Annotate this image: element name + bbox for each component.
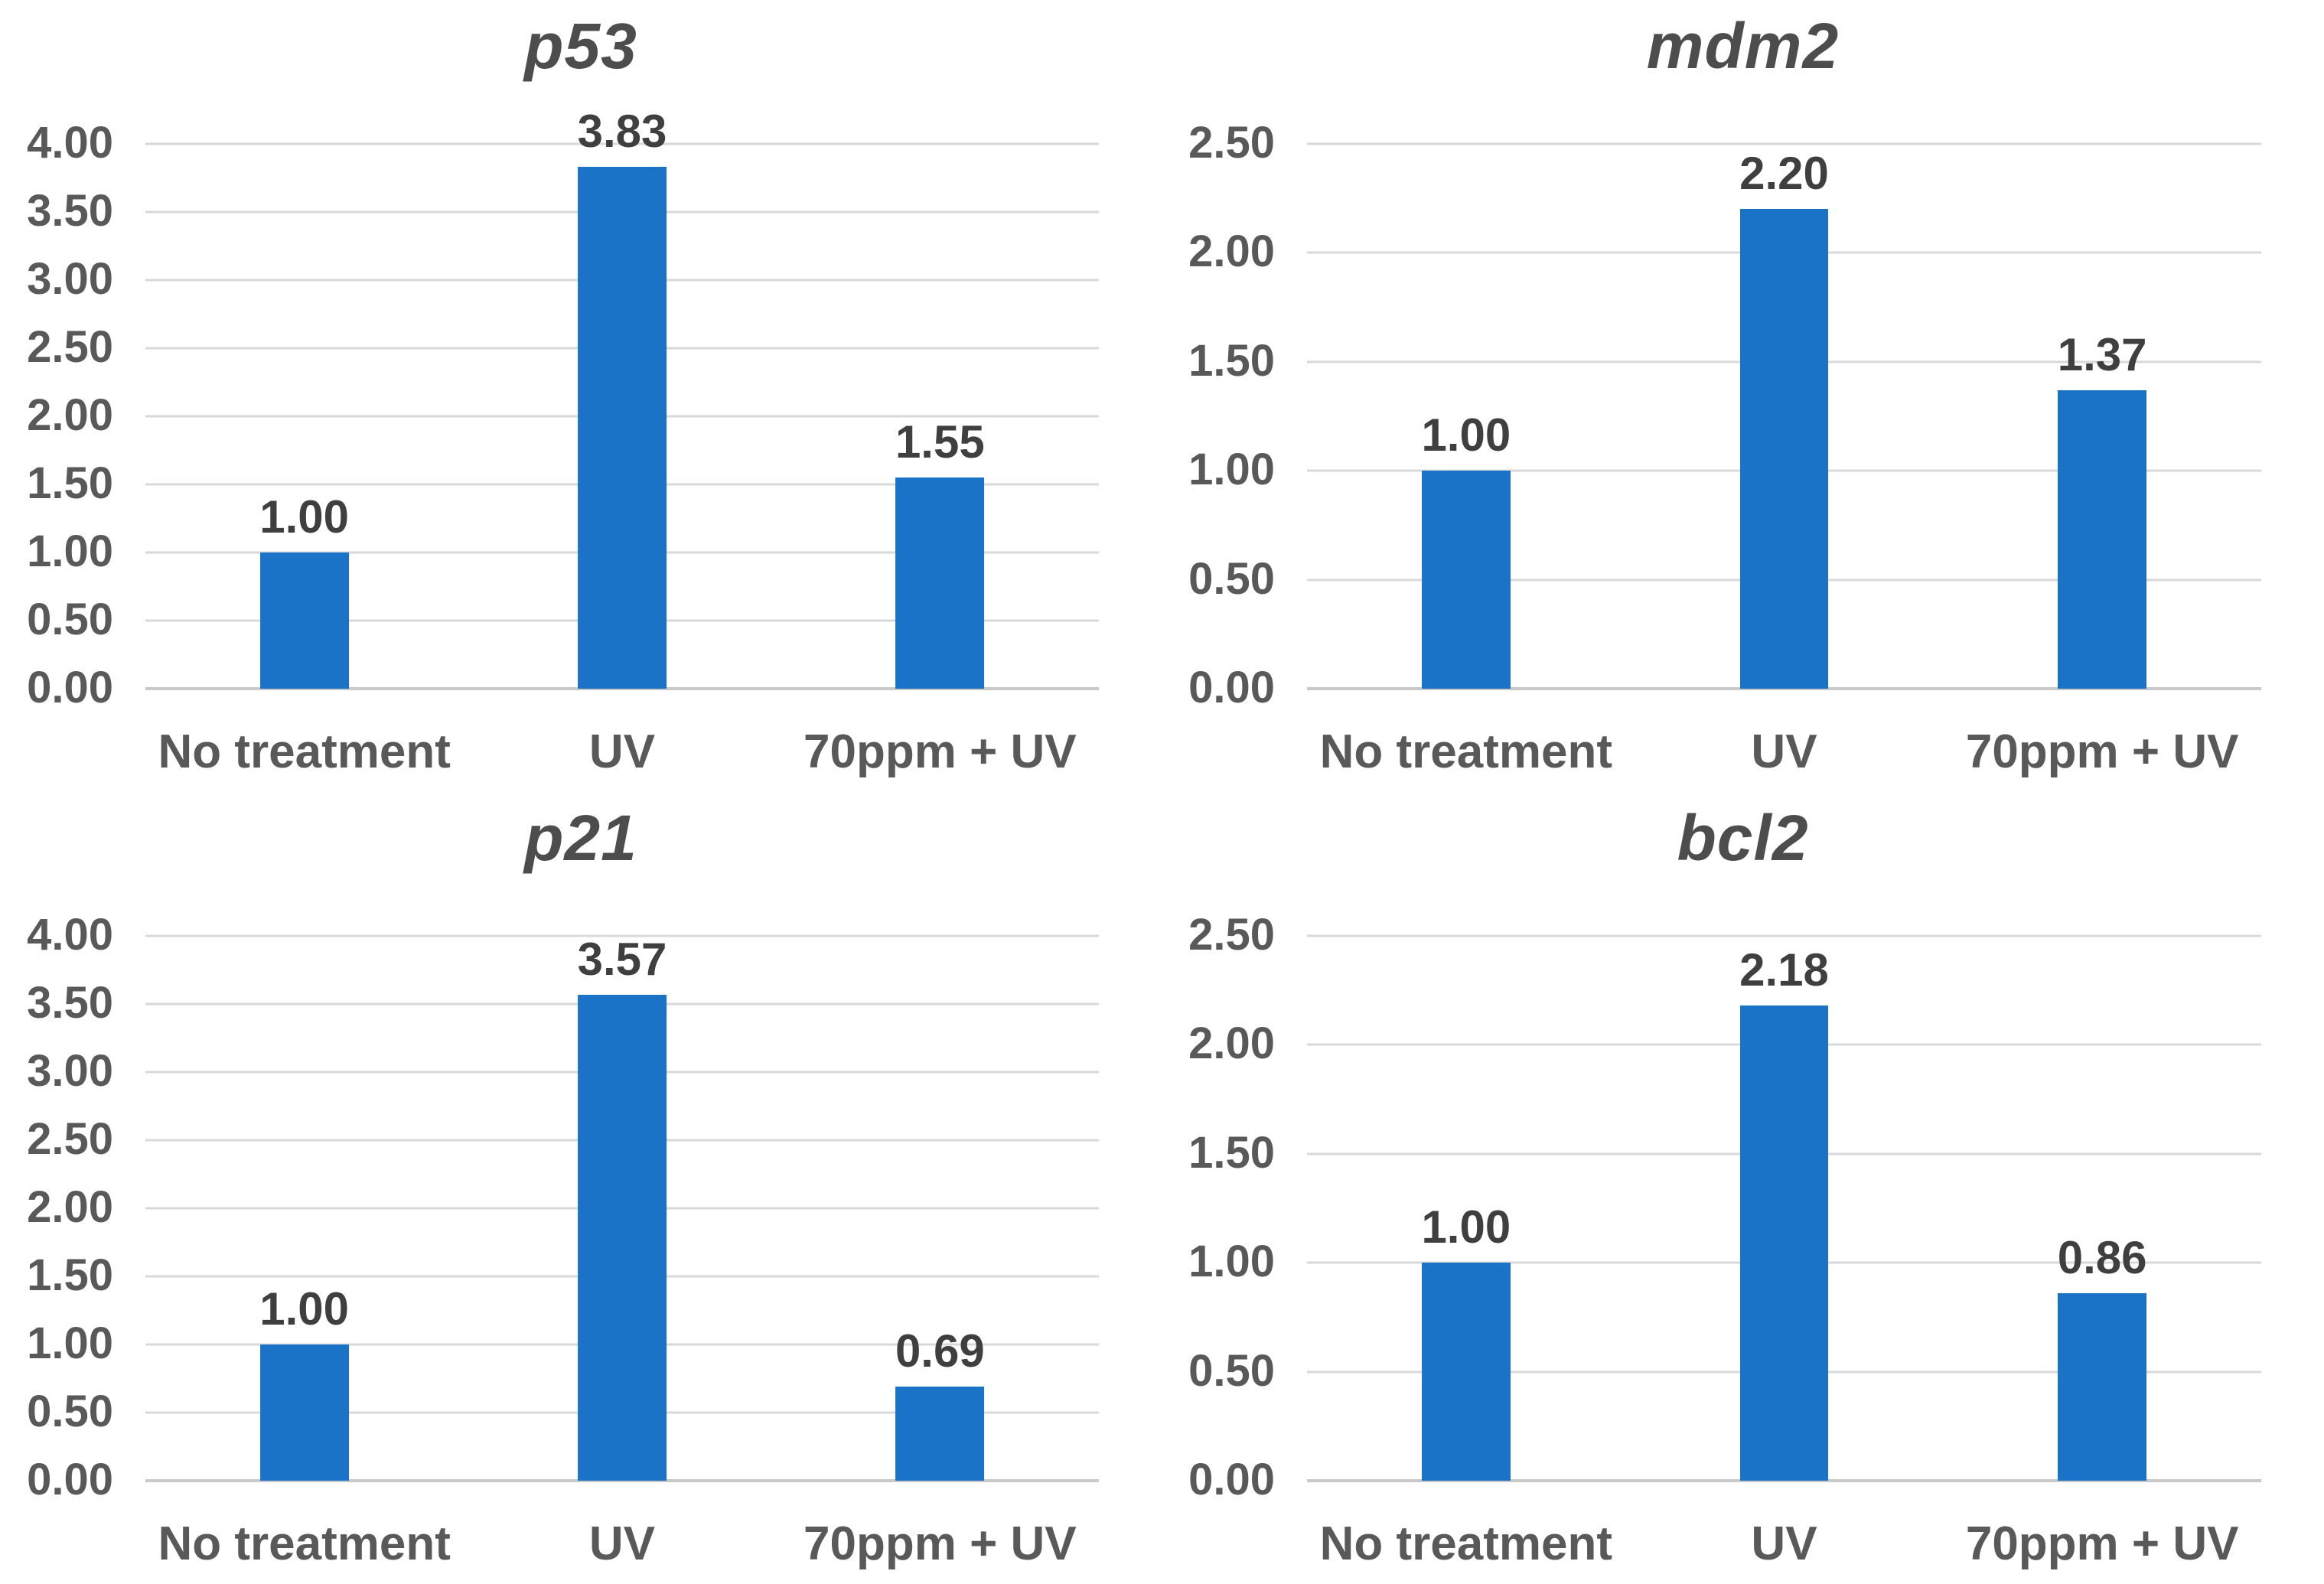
gridline	[145, 934, 1099, 937]
y-tick-label: 1.00	[27, 526, 113, 577]
bar	[1421, 1263, 1511, 1481]
plot-area: 1.00 2.18 0.86	[1307, 934, 2261, 1482]
y-tick-label: 2.00	[27, 390, 113, 441]
y-tick-label: 2.50	[1188, 118, 1275, 168]
bar-value-label: 1.00	[259, 491, 350, 543]
y-tick-label: 0.50	[27, 595, 113, 645]
bar	[895, 1387, 985, 1481]
x-axis: No treatment UV 70ppm + UV	[145, 728, 1099, 790]
bar-value-label: 1.00	[259, 1283, 350, 1335]
gridline	[1307, 934, 2261, 937]
x-axis: No treatment UV 70ppm + UV	[1307, 728, 2261, 790]
bar-value-label: 1.00	[1421, 1201, 1511, 1253]
y-tick-label: 2.00	[1188, 227, 1275, 277]
bar-value-label: 3.57	[577, 933, 667, 985]
x-category-label: No treatment	[158, 725, 451, 778]
bar-value-label: 0.86	[2057, 1232, 2147, 1284]
bar	[895, 477, 985, 689]
plot-area: 1.00 3.57 0.69	[145, 933, 1099, 1482]
y-tick-label: 3.00	[27, 254, 113, 305]
gridline	[1307, 1479, 2261, 1482]
y-tick-label: 1.50	[1188, 1127, 1275, 1178]
x-axis: No treatment UV 70ppm + UV	[145, 1520, 1099, 1582]
y-tick-label: 2.00	[27, 1182, 113, 1233]
y-tick-label: 0.50	[27, 1387, 113, 1437]
y-tick-label: 1.00	[27, 1318, 113, 1369]
x-category-label: 70ppm + UV	[803, 725, 1077, 778]
y-tick-label: 1.00	[1188, 1237, 1275, 1287]
x-category-label: No treatment	[158, 1517, 451, 1570]
plot-area: 1.00 2.20 1.37	[1307, 142, 2261, 690]
bar-value-label: 2.18	[1739, 944, 1829, 996]
x-category-label: UV	[1751, 1517, 1817, 1570]
x-category-label: UV	[1751, 725, 1817, 778]
bar	[578, 167, 667, 689]
chart-title: p53	[524, 10, 637, 82]
chart-bcl2: bcl2 2.50 2.00 1.50 1.00 0.50 0.00 1.00 2.18 0.…	[1162, 792, 2324, 1584]
bar	[2058, 1293, 2147, 1481]
gridline	[1307, 687, 2261, 690]
plot-row: 4.00 3.50 3.00 2.50 2.00 1.50 1.00 0.50 0.00 1.0…	[0, 109, 1162, 712]
y-axis: 4.00 3.50 3.00 2.50 2.00 1.50 1.00 0.50 0.00	[0, 118, 145, 712]
y-tick-label: 0.00	[27, 1455, 113, 1505]
y-axis: 2.50 2.00 1.50 1.00 0.50 0.00	[1162, 118, 1307, 712]
x-category-label: UV	[588, 725, 656, 778]
bar-value-label: 3.83	[577, 106, 667, 158]
y-tick-label: 1.00	[1188, 445, 1275, 495]
y-tick-label: 1.50	[1188, 335, 1275, 386]
y-tick-label: 2.50	[27, 1114, 113, 1165]
bar	[578, 994, 667, 1481]
y-tick-label: 3.00	[27, 1046, 113, 1097]
y-tick-label: 2.50	[1188, 910, 1275, 960]
y-axis: 2.50 2.00 1.50 1.00 0.50 0.00	[1162, 910, 1307, 1504]
chart-mdm2: mdm2 2.50 2.00 1.50 1.00 0.50 0.00 1.00 2.20 1.…	[1162, 0, 2324, 792]
x-category-label: No treatment	[1319, 725, 1613, 778]
y-tick-label: 3.50	[27, 186, 113, 236]
y-tick-label: 1.50	[27, 458, 113, 509]
plot-row: 4.00 3.50 3.00 2.50 2.00 1.50 1.00 0.50 0.00 1.0…	[0, 910, 1162, 1504]
gridline	[145, 687, 1099, 690]
bar-value-label: 1.00	[1421, 409, 1511, 461]
plot-area: 1.00 3.83 1.55	[145, 109, 1099, 690]
y-tick-label: 0.00	[27, 663, 113, 713]
plot-row: 2.50 2.00 1.50 1.00 0.50 0.00 1.00 2.18 0.86	[1162, 910, 2324, 1504]
y-axis: 4.00 3.50 3.00 2.50 2.00 1.50 1.00 0.50 0.00	[0, 910, 145, 1504]
x-category-label: 70ppm + UV	[1965, 725, 2239, 778]
y-tick-label: 1.50	[27, 1250, 113, 1301]
bar-value-label: 1.37	[2057, 328, 2147, 380]
y-tick-label: 0.50	[1188, 553, 1275, 604]
bar-value-label: 0.69	[895, 1325, 985, 1377]
x-category-label: UV	[588, 1517, 656, 1570]
bar-value-label: 2.20	[1739, 148, 1829, 200]
bar	[1739, 1005, 1829, 1481]
chart-p53: p53 4.00 3.50 3.00 2.50 2.00 1.50 1.00 0.50 0.00…	[0, 0, 1162, 792]
bar	[259, 1344, 349, 1481]
chart-p21: p21 4.00 3.50 3.00 2.50 2.00 1.50 1.00 0.50 0.00…	[0, 792, 1162, 1584]
plot-row: 2.50 2.00 1.50 1.00 0.50 0.00 1.00 2.20 1.37	[1162, 118, 2324, 712]
y-tick-label: 0.00	[1188, 663, 1275, 713]
x-category-label: 70ppm + UV	[803, 1517, 1077, 1570]
chart-title: mdm2	[1646, 10, 1840, 82]
chart-title: p21	[524, 802, 637, 874]
gridline	[145, 1479, 1099, 1482]
bar	[2058, 389, 2147, 689]
y-tick-label: 0.00	[1188, 1455, 1275, 1505]
bar	[1421, 471, 1511, 689]
y-tick-label: 2.50	[27, 322, 113, 373]
chart-title: bcl2	[1677, 802, 1809, 874]
y-tick-label: 0.50	[1188, 1345, 1275, 1396]
gridline	[1307, 142, 2261, 145]
bar-value-label: 1.55	[895, 416, 985, 468]
gridline	[145, 142, 1099, 145]
bar	[259, 552, 349, 689]
x-category-label: No treatment	[1319, 1517, 1613, 1570]
y-tick-label: 4.00	[27, 118, 113, 168]
y-tick-label: 4.00	[27, 910, 113, 960]
x-axis: No treatment UV 70ppm + UV	[1307, 1520, 2261, 1582]
y-tick-label: 3.50	[27, 978, 113, 1028]
bar	[1739, 209, 1829, 689]
y-tick-label: 2.00	[1188, 1019, 1275, 1069]
x-category-label: 70ppm + UV	[1965, 1517, 2239, 1570]
